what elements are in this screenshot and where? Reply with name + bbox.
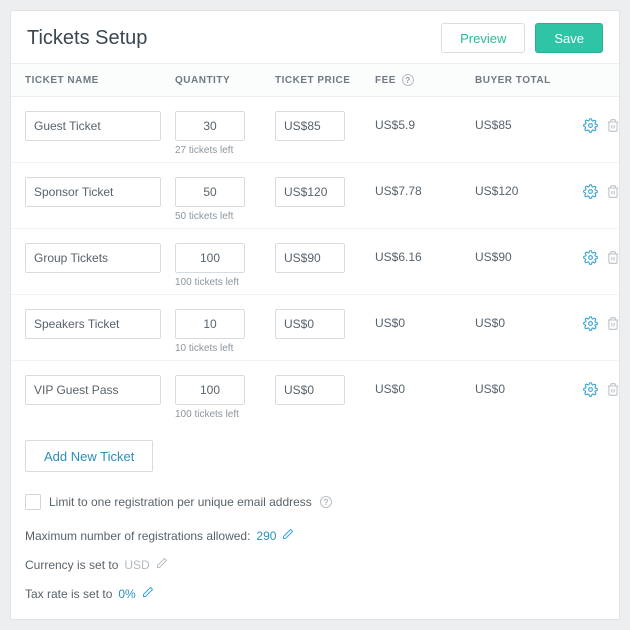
- ticket-fee: US$0: [375, 375, 475, 396]
- ticket-row: 100 tickets left US$0US$0: [11, 361, 619, 426]
- ticket-fee: US$0: [375, 309, 475, 330]
- ticket-total: US$120: [475, 177, 575, 198]
- tickets-left-hint: 100 tickets left: [175, 409, 239, 420]
- trash-icon[interactable]: [606, 184, 621, 199]
- ticket-price-input[interactable]: [275, 309, 345, 339]
- ticket-name-input[interactable]: [25, 309, 161, 339]
- trash-icon[interactable]: [606, 118, 621, 133]
- ticket-qty-input[interactable]: [175, 111, 245, 141]
- edit-currency-icon[interactable]: [156, 557, 168, 572]
- ticket-total: US$90: [475, 243, 575, 264]
- col-quantity: QUANTITY: [175, 75, 275, 86]
- save-button[interactable]: Save: [535, 23, 603, 53]
- max-reg-value: 290: [256, 529, 276, 543]
- ticket-row: 10 tickets left US$0US$0: [11, 295, 619, 361]
- help-icon[interactable]: ?: [320, 496, 332, 508]
- ticket-name-input[interactable]: [25, 111, 161, 141]
- ticket-total: US$0: [475, 375, 575, 396]
- ticket-total: US$0: [475, 309, 575, 330]
- tax-value: 0%: [118, 587, 135, 601]
- col-price: TICKET PRICE: [275, 75, 375, 86]
- ticket-row: 27 tickets left US$5.9US$85: [11, 97, 619, 163]
- ticket-total: US$85: [475, 111, 575, 132]
- table-header: TICKET NAME QUANTITY TICKET PRICE FEE ? …: [11, 63, 619, 97]
- ticket-row: 100 tickets left US$6.16US$90: [11, 229, 619, 295]
- trash-icon[interactable]: [606, 382, 621, 397]
- trash-icon[interactable]: [606, 250, 621, 265]
- tickets-left-hint: 10 tickets left: [175, 343, 233, 354]
- gear-icon[interactable]: [583, 316, 598, 331]
- ticket-price-input[interactable]: [275, 375, 345, 405]
- ticket-name-input[interactable]: [25, 243, 161, 273]
- ticket-price-input[interactable]: [275, 177, 345, 207]
- ticket-name-input[interactable]: [25, 177, 161, 207]
- add-ticket-button[interactable]: Add New Ticket: [25, 440, 153, 472]
- col-total: BUYER TOTAL: [475, 75, 575, 86]
- preview-button[interactable]: Preview: [441, 23, 525, 53]
- trash-icon[interactable]: [606, 316, 621, 331]
- limit-label: Limit to one registration per unique ema…: [49, 495, 312, 509]
- ticket-price-input[interactable]: [275, 243, 345, 273]
- edit-max-icon[interactable]: [282, 528, 294, 543]
- page-title: Tickets Setup: [27, 27, 147, 50]
- limit-checkbox[interactable]: [25, 494, 41, 510]
- ticket-fee: US$6.16: [375, 243, 475, 264]
- ticket-fee: US$7.78: [375, 177, 475, 198]
- ticket-qty-input[interactable]: [175, 309, 245, 339]
- ticket-row: 50 tickets left US$7.78US$120: [11, 163, 619, 229]
- ticket-fee: US$5.9: [375, 111, 475, 132]
- currency-value: USD: [124, 558, 149, 572]
- gear-icon[interactable]: [583, 250, 598, 265]
- gear-icon[interactable]: [583, 118, 598, 133]
- ticket-qty-input[interactable]: [175, 177, 245, 207]
- tickets-left-hint: 100 tickets left: [175, 277, 239, 288]
- help-icon[interactable]: ?: [402, 74, 414, 86]
- max-reg-label: Maximum number of registrations allowed:: [25, 529, 250, 543]
- col-fee: FEE ?: [375, 74, 475, 86]
- edit-tax-icon[interactable]: [142, 586, 154, 601]
- ticket-qty-input[interactable]: [175, 375, 245, 405]
- ticket-price-input[interactable]: [275, 111, 345, 141]
- tickets-left-hint: 27 tickets left: [175, 145, 233, 156]
- gear-icon[interactable]: [583, 184, 598, 199]
- ticket-name-input[interactable]: [25, 375, 161, 405]
- ticket-qty-input[interactable]: [175, 243, 245, 273]
- tickets-left-hint: 50 tickets left: [175, 211, 233, 222]
- currency-label: Currency is set to: [25, 558, 118, 572]
- gear-icon[interactable]: [583, 382, 598, 397]
- col-fee-label: FEE: [375, 75, 396, 86]
- col-name: TICKET NAME: [25, 75, 175, 86]
- tax-label: Tax rate is set to: [25, 587, 112, 601]
